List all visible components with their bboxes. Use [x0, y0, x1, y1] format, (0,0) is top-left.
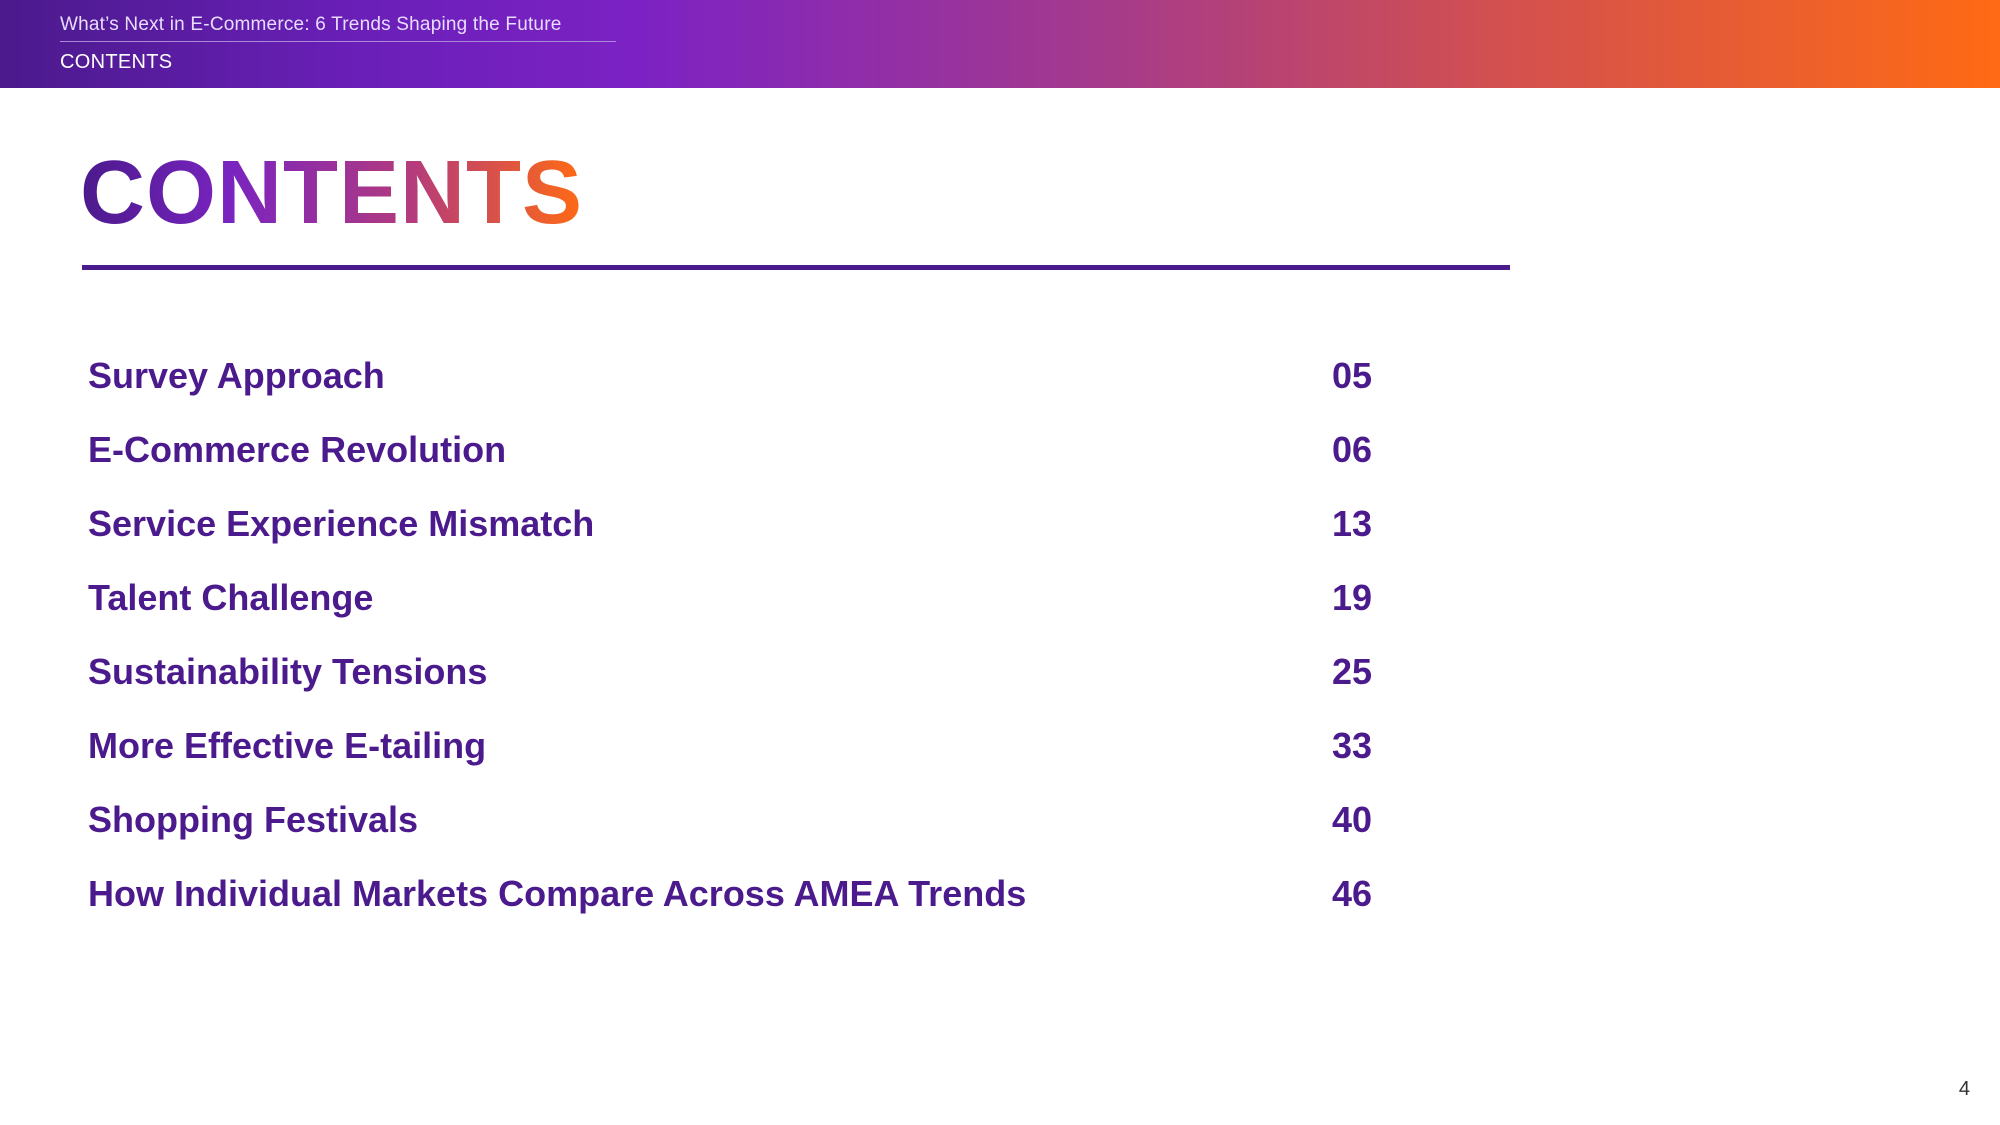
toc-entry-page: 46	[1332, 873, 1373, 914]
page-number: 4	[1958, 1078, 1970, 1100]
toc-entry-shopping-festivals[interactable]: Shopping Festivals 40	[88, 796, 1408, 870]
toc-entry-more-effective-e-tailing[interactable]: More Effective E-tailing 33	[88, 722, 1408, 796]
toc-entry-page: 06	[1332, 429, 1373, 470]
toc-entry-survey-approach[interactable]: Survey Approach 05	[88, 352, 1408, 426]
toc-entry-label: Service Experience Mismatch	[88, 503, 595, 544]
page-title: CONTENTS	[80, 138, 583, 248]
toc-entry-label: Sustainability Tensions	[88, 651, 488, 692]
toc-entry-label: More Effective E-tailing	[88, 725, 487, 766]
toc-entry-page: 13	[1332, 503, 1373, 544]
toc-entry-label: Talent Challenge	[88, 577, 374, 618]
toc-entry-service-experience-mismatch[interactable]: Service Experience Mismatch 13	[88, 500, 1408, 574]
document-title-divider	[60, 41, 616, 42]
toc-entry-label: How Individual Markets Compare Across AM…	[88, 873, 1027, 914]
toc-entry-label: Shopping Festivals	[88, 799, 419, 840]
toc-entry-page: 40	[1332, 799, 1373, 840]
toc-entry-page: 25	[1332, 651, 1373, 692]
toc-entry-page: 33	[1332, 725, 1373, 766]
toc-entry-page: 05	[1332, 355, 1373, 396]
toc-entry-e-commerce-revolution[interactable]: E-Commerce Revolution 06	[88, 426, 1408, 500]
toc-entry-market-comparison[interactable]: How Individual Markets Compare Across AM…	[88, 870, 1408, 944]
toc-entry-label: E-Commerce Revolution	[88, 429, 507, 470]
toc-entry-label: Survey Approach	[88, 355, 385, 396]
toc-entry-page: 19	[1332, 577, 1373, 618]
section-label: CONTENTS	[60, 51, 173, 73]
toc-entry-talent-challenge[interactable]: Talent Challenge 19	[88, 574, 1408, 648]
table-of-contents: Survey Approach 05 E-Commerce Revolution…	[88, 352, 1408, 944]
document-title: What’s Next in E-Commerce: 6 Trends Shap…	[60, 14, 562, 35]
heading-divider	[82, 265, 1510, 270]
top-banner: What’s Next in E-Commerce: 6 Trends Shap…	[0, 0, 2000, 88]
toc-entry-sustainability-tensions[interactable]: Sustainability Tensions 25	[88, 648, 1408, 722]
